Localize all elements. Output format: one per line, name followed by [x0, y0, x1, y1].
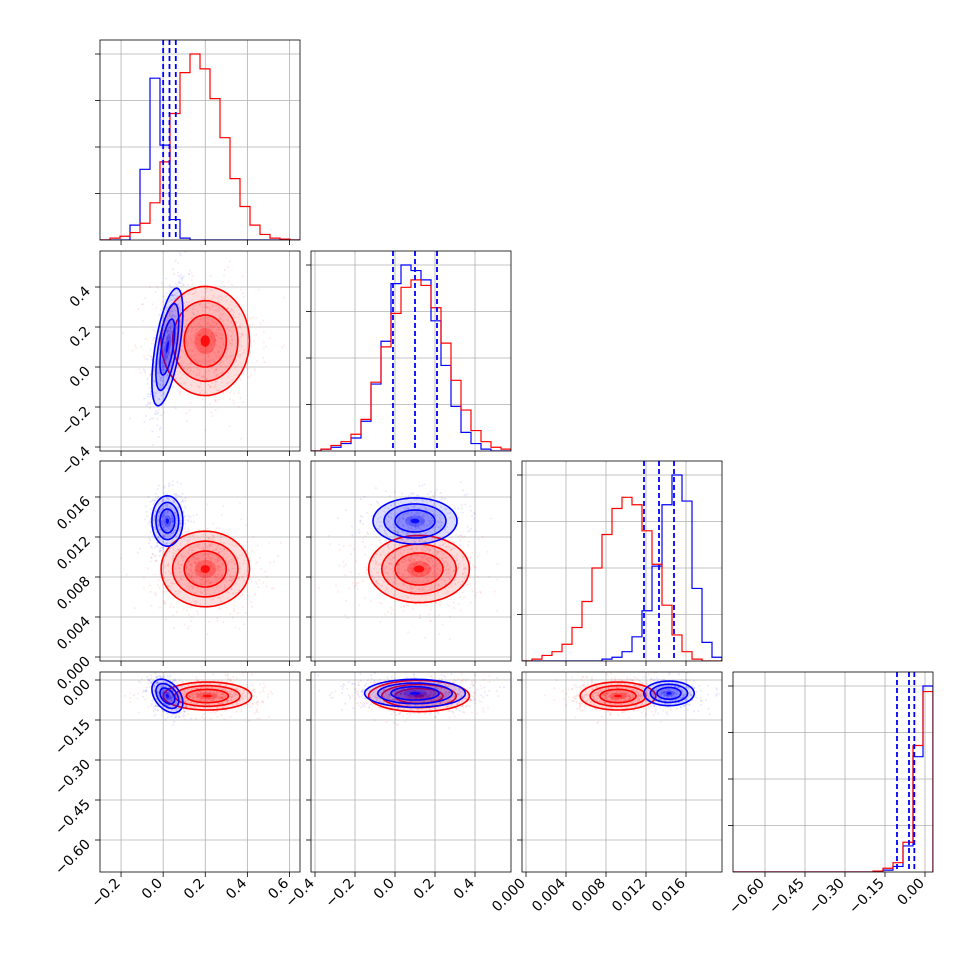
hist-panel-0 — [95, 39, 301, 245]
y-tick-label-2-1: 0.004 — [54, 613, 94, 653]
scatter-frame-3-1 — [310, 671, 512, 873]
blue-contours-1-0 — [151, 287, 184, 407]
y-tick-label-1-3: 0.2 — [67, 324, 94, 351]
red-contours-2-0 — [160, 530, 251, 608]
x-tick-label-1-1: −0.2 — [322, 876, 357, 911]
blue-contours-2-0 — [151, 494, 184, 548]
hist-panel-1 — [306, 250, 512, 456]
scatter-panel-3-2 — [517, 671, 723, 877]
hist-panel-3 — [728, 671, 934, 877]
x-tick-label-3-1: −0.45 — [766, 876, 808, 918]
scatter-panel-2-1 — [306, 460, 512, 666]
blue-histogram-0 — [100, 77, 300, 240]
x-tick-label-3-2: −0.30 — [806, 876, 848, 918]
scatter-panel-3-1 — [306, 671, 512, 877]
hist-frame-1 — [310, 250, 512, 452]
y-tick-label-3-3: −0.15 — [52, 717, 94, 759]
y-tick-label-3-2: −0.30 — [52, 757, 94, 799]
red-samples-2-1 — [317, 508, 499, 641]
red-histogram-2 — [522, 496, 722, 661]
y-tick-label-1-1: −0.2 — [58, 404, 93, 439]
x-tick-label-0-3: 0.4 — [223, 875, 250, 902]
scatter-frame-2-0 — [99, 460, 301, 662]
scatter-frame-2-1 — [310, 460, 512, 662]
scatter-panel-2-0 — [95, 460, 301, 666]
blue-histogram-1 — [311, 264, 511, 451]
blue-contours-3-1 — [363, 678, 467, 709]
x-tick-label-0-1: 0.0 — [139, 876, 166, 903]
red-histogram-3 — [733, 690, 933, 872]
x-tick-label-1-2: 0.0 — [371, 876, 398, 903]
hist-frame-2 — [521, 460, 723, 662]
hist-panel-2 — [517, 460, 723, 666]
x-tick-label-1-3: 0.2 — [411, 876, 438, 903]
red-histogram-0 — [100, 53, 300, 240]
y-tick-label-2-2: 0.008 — [54, 574, 94, 614]
x-tick-label-2-4: 0.016 — [649, 875, 689, 915]
scatter-frame-3-0 — [99, 671, 301, 873]
x-tick-label-3-3: −0.15 — [846, 876, 888, 918]
scatter-frame-1-0 — [99, 250, 301, 452]
y-tick-label-1-4: 0.4 — [67, 283, 94, 310]
x-tick-label-1-4: 0.4 — [451, 875, 478, 902]
x-tick-label-3-0: −0.60 — [726, 876, 768, 918]
x-tick-label-1-0: −0.4 — [282, 875, 317, 910]
x-tick-label-2-2: 0.008 — [569, 876, 609, 916]
x-tick-label-0-0: −0.2 — [89, 876, 124, 911]
x-tick-label-3-4: 0.00 — [894, 876, 927, 909]
x-tick-label-0-2: 0.2 — [181, 876, 208, 903]
y-tick-label-1-2: 0.0 — [67, 364, 94, 391]
hist-frame-3 — [732, 671, 934, 873]
blue-contours-2-1 — [372, 497, 458, 545]
y-tick-label-1-0: −0.4 — [58, 443, 93, 478]
y-tick-label-2-4: 0.016 — [54, 493, 94, 533]
red-histogram-1 — [311, 279, 511, 451]
red-contours-3-2 — [579, 681, 657, 711]
red-contours-2-1 — [367, 534, 471, 604]
x-tick-label-2-0: 0.000 — [489, 876, 529, 916]
y-tick-label-3-1: −0.45 — [52, 797, 94, 839]
x-tick-label-2-3: 0.012 — [609, 876, 649, 916]
y-tick-label-3-0: −0.60 — [52, 837, 94, 879]
x-tick-label-2-1: 0.004 — [529, 875, 569, 915]
y-tick-label-2-3: 0.012 — [54, 534, 94, 574]
blue-contours-3-2 — [642, 680, 696, 707]
hist-frame-0 — [99, 39, 301, 241]
blue-contours-3-0 — [151, 678, 184, 714]
red-contours-3-0 — [162, 681, 253, 711]
scatter-panel-1-0 — [95, 250, 301, 456]
blue-histogram-2 — [522, 474, 722, 661]
scatter-frame-3-2 — [521, 671, 723, 873]
scatter-panel-3-0 — [95, 671, 301, 877]
